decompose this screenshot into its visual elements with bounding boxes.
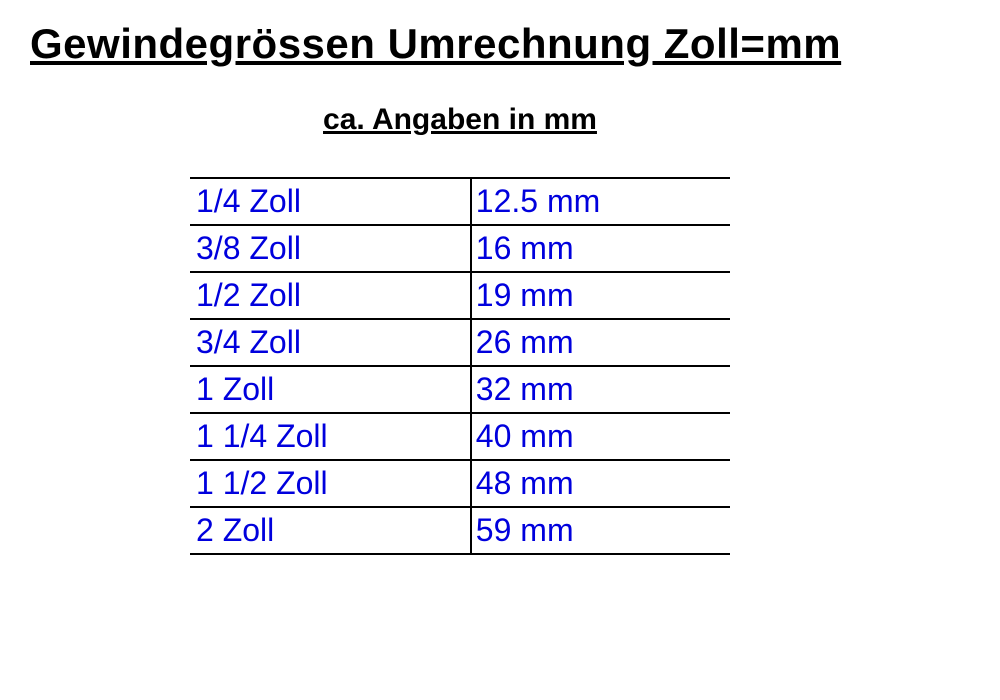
cell-mm: 26 mm <box>471 319 730 366</box>
table-row: 1 1/2 Zoll 48 mm <box>190 460 730 507</box>
cell-mm: 48 mm <box>471 460 730 507</box>
table-row: 3/4 Zoll 26 mm <box>190 319 730 366</box>
cell-zoll: 3/8 Zoll <box>190 225 471 272</box>
table-row: 1 1/4 Zoll 40 mm <box>190 413 730 460</box>
page-title: Gewindegrössen Umrechnung Zoll=mm <box>30 20 970 68</box>
table-row: 1/2 Zoll 19 mm <box>190 272 730 319</box>
cell-zoll: 1/4 Zoll <box>190 178 471 225</box>
table-row: 1/4 Zoll 12.5 mm <box>190 178 730 225</box>
page-subtitle: ca. Angaben in mm <box>0 103 970 137</box>
cell-mm: 32 mm <box>471 366 730 413</box>
table-row: 2 Zoll 59 mm <box>190 507 730 554</box>
cell-mm: 59 mm <box>471 507 730 554</box>
cell-mm: 12.5 mm <box>471 178 730 225</box>
cell-zoll: 1/2 Zoll <box>190 272 471 319</box>
cell-mm: 19 mm <box>471 272 730 319</box>
table-row: 1 Zoll 32 mm <box>190 366 730 413</box>
cell-zoll: 3/4 Zoll <box>190 319 471 366</box>
cell-mm: 16 mm <box>471 225 730 272</box>
table-row: 3/8 Zoll 16 mm <box>190 225 730 272</box>
table-container: 1/4 Zoll 12.5 mm 3/8 Zoll 16 mm 1/2 Zoll… <box>0 177 970 555</box>
cell-zoll: 1 1/4 Zoll <box>190 413 471 460</box>
conversion-table: 1/4 Zoll 12.5 mm 3/8 Zoll 16 mm 1/2 Zoll… <box>190 177 730 555</box>
cell-zoll: 1 Zoll <box>190 366 471 413</box>
cell-zoll: 1 1/2 Zoll <box>190 460 471 507</box>
cell-mm: 40 mm <box>471 413 730 460</box>
cell-zoll: 2 Zoll <box>190 507 471 554</box>
